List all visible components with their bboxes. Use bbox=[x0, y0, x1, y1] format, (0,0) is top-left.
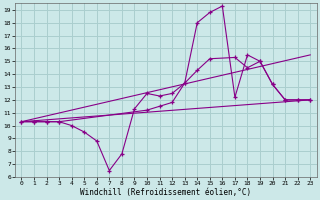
X-axis label: Windchill (Refroidissement éolien,°C): Windchill (Refroidissement éolien,°C) bbox=[80, 188, 252, 197]
